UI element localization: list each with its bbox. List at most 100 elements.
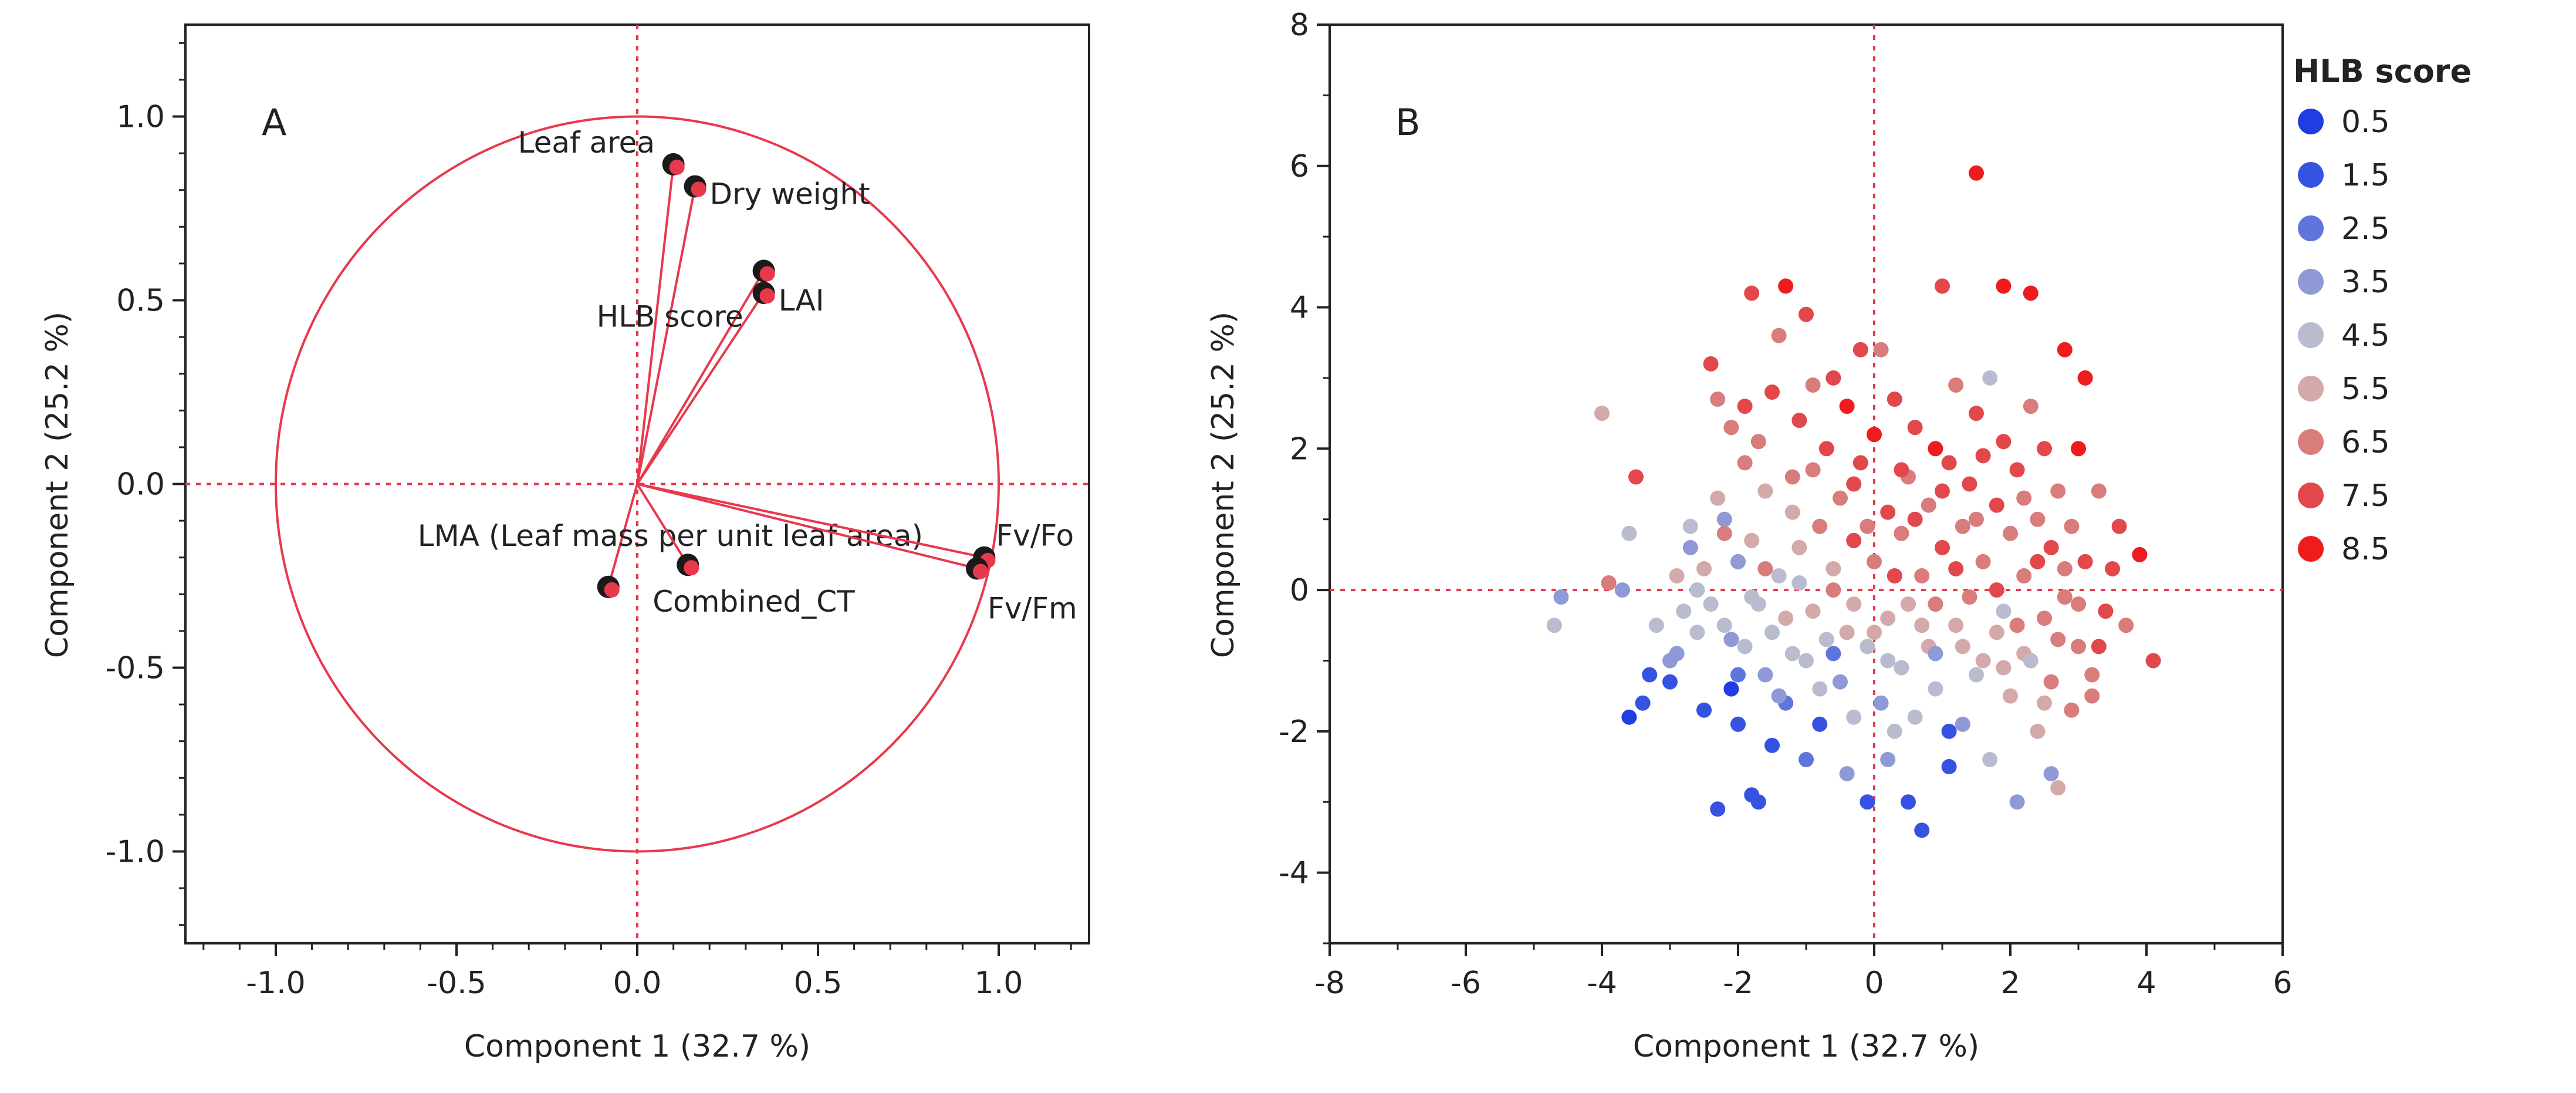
score-point [1594,406,1610,421]
legend-item: 4.5 [2298,318,2390,353]
loading-fv-fo: Fv/Fo [637,483,1074,569]
legend-item: 1.5 [2298,158,2390,193]
panel-b-x-axis-label: Component 1 (32.7 %) [1633,1029,1979,1064]
score-point [1744,589,1760,605]
legend-swatch [2298,162,2324,188]
score-point [1791,575,1807,591]
panel-a-y-axis-label: Component 2 (25.2 %) [40,312,75,658]
score-point [1635,695,1651,711]
legend-swatch [2298,429,2324,455]
score-point [1750,794,1766,810]
score-point [1648,618,1664,633]
score-point [1860,518,1875,534]
score-point [1757,561,1773,576]
score-point [1914,568,1930,583]
score-point [1723,420,1739,436]
score-point [1955,716,1970,732]
score-point [1791,413,1807,429]
panel-b-y-tick-label: 6 [1290,149,1309,184]
score-point [2009,462,2025,478]
score-point [2003,688,2018,704]
score-point [1621,525,1637,541]
score-point [1682,518,1698,534]
score-point [2111,518,2127,534]
score-point [1737,639,1753,655]
loading-point [669,159,685,175]
score-point [1669,568,1685,583]
score-point [2043,766,2059,782]
score-point [1867,427,1882,443]
score-point [1546,618,1562,633]
score-point [1880,752,1896,767]
legend-swatch [2298,109,2324,134]
score-point [1921,497,1936,513]
score-point [1764,625,1780,640]
panel-b-x-tick-label: 6 [2273,966,2292,1001]
score-point [1969,511,1984,527]
loading-label: Leaf area [518,126,655,160]
legend-swatch [2298,215,2324,241]
legend-item: 7.5 [2298,478,2390,514]
score-point [1955,639,1970,655]
panel-b-legend: HLB score 0.5 1.5 2.5 3.5 4.5 5.5 6.5 7.5 8.5 [2293,53,2472,567]
score-point [1805,377,1821,393]
score-point [1771,328,1787,343]
score-point [1846,596,1862,612]
score-point [1969,406,1984,421]
panel-b-y-tick-label: 2 [1290,431,1309,467]
score-point [1907,709,1923,725]
score-point [2043,674,2059,690]
loading-point [973,564,989,579]
legend-item: 0.5 [2298,104,2390,140]
score-point [2030,554,2046,569]
score-point [1948,561,1964,576]
score-point [1825,561,1841,576]
score-point [1928,681,1943,697]
score-point [1703,596,1719,612]
score-point [1757,483,1773,499]
score-point [1846,709,1862,725]
score-point [1989,582,2004,598]
panel-b-x-tick-label: 2 [2000,966,2020,1001]
score-point [1744,285,1760,301]
score-point [1982,752,1998,767]
loading-point [759,288,775,303]
panel-b-y-tick-label: -4 [1279,856,1309,891]
legend-label: 1.5 [2341,158,2390,193]
score-point [1894,660,1909,676]
score-point [1662,674,1678,690]
score-point [2105,561,2120,576]
loading-point [691,181,706,197]
score-point [1962,476,1977,492]
score-point [1805,603,1821,619]
loading-label: HLB score [597,299,743,333]
score-point [1771,688,1787,704]
score-point [1941,759,1957,775]
score-point [1730,716,1746,732]
score-point [2050,632,2066,647]
score-point [1901,794,1916,810]
panel-b-y-tick-label: 8 [1290,8,1309,43]
score-point [1812,716,1828,732]
score-point [1833,490,1848,506]
panel-a-loadings-plot: A -1.0 -0.5 0.0 0.5 1.0 -1.0 -0.5 0.0 0.5 1.0 Le… [40,23,1090,1064]
legend-swatch [2298,322,2324,348]
score-point [1689,582,1705,598]
score-point [1696,561,1712,576]
score-point [1996,603,2012,619]
panel-b-x-tick-label: -6 [1451,966,1481,1001]
score-point [1676,603,1692,619]
loading-vector [637,483,985,559]
score-point [1969,165,1984,181]
score-point [1887,568,1902,583]
score-point [1791,539,1807,555]
score-point [1696,702,1712,718]
score-point [1846,476,1862,492]
score-point [1941,723,1957,739]
legend-swatch [2298,269,2324,295]
panel-a-y-tick-label: -0.5 [106,651,165,686]
score-point [2071,639,2086,655]
legend-item: 6.5 [2298,425,2390,460]
score-point [2077,554,2093,569]
legend-item: 5.5 [2298,372,2390,407]
